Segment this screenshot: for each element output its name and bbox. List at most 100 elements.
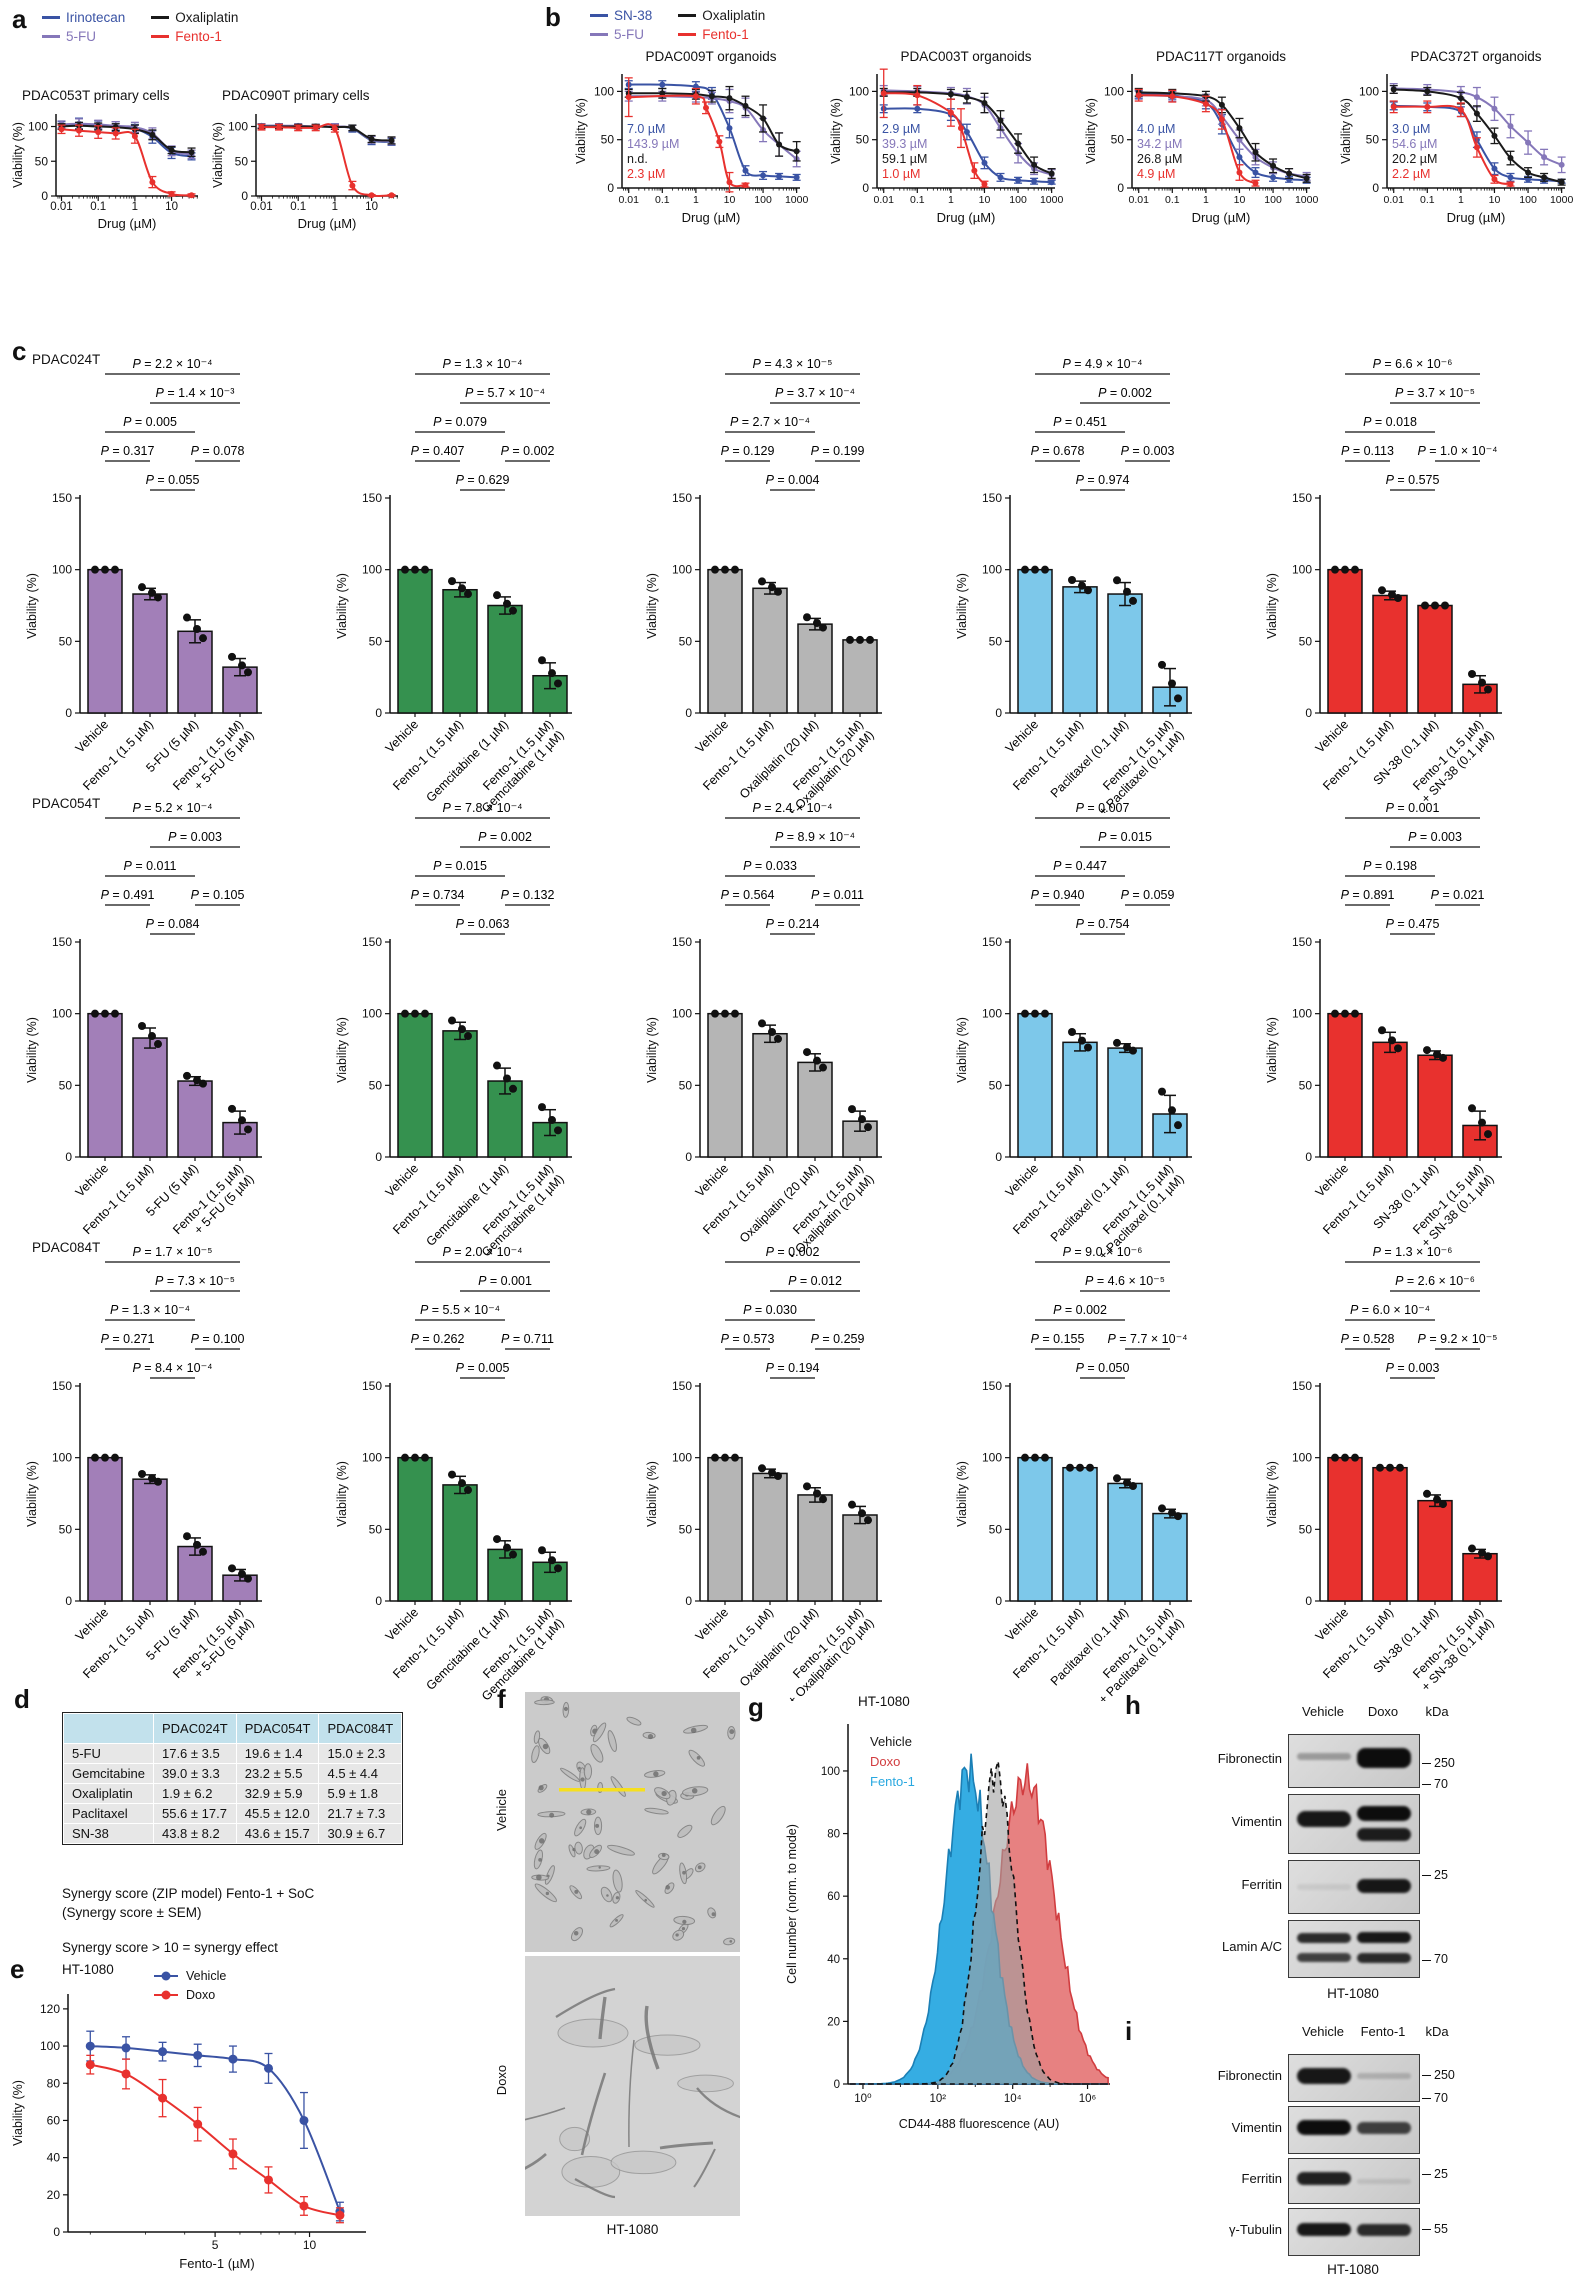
data-point — [1388, 590, 1396, 599]
x-tick-label: 0.01 — [1128, 194, 1149, 206]
bar — [1417, 1054, 1453, 1158]
legend-label: 5-FU — [66, 29, 96, 44]
data-point — [758, 1464, 766, 1473]
p-value: P = 2.0 × 10⁻⁴ — [442, 1245, 522, 1259]
y-tick-label: 0 — [995, 1150, 1002, 1164]
ic50-value: 54.6 µM — [1392, 137, 1437, 151]
cell — [534, 1699, 555, 1706]
p-value: P = 3.7 × 10⁻⁵ — [1395, 386, 1475, 400]
data-point — [981, 159, 988, 166]
data-point — [1048, 179, 1055, 186]
y-tick-label: 50 — [679, 1078, 693, 1092]
chart-title: HT-1080 — [62, 1962, 114, 1977]
data-point — [193, 2119, 203, 2129]
p-value: P = 0.063 — [456, 917, 510, 931]
ic50-value: 59.1 µM — [882, 152, 927, 166]
bar-chart-pdac054t-5fu: PDAC054T P = 5.2 × 10⁻⁴ P = 0.003 P = 0.011… — [10, 792, 310, 1262]
data-point — [1068, 1028, 1076, 1037]
p-value: P = 0.528 — [1341, 1332, 1395, 1346]
y-tick-label: 0 — [375, 1594, 382, 1608]
x-tick-label: 0.1 — [90, 201, 106, 213]
line-chart-e: 0 20 40 60 80 100 120 5 10 Fento-1 (µM) Viability … — [11, 1962, 366, 2271]
data-point — [464, 1486, 472, 1495]
x-tick-label: 10 — [303, 2238, 317, 2252]
p-value: P = 0.002 — [1053, 1303, 1107, 1317]
data-point — [538, 1103, 546, 1112]
p-value: P = 3.7 × 10⁻⁴ — [775, 386, 855, 400]
bar-chart-pdac024t-gemcitabine: P = 1.3 × 10⁻⁴ P = 5.7 × 10⁻⁴ P = 0.079 P =… — [320, 348, 620, 823]
bar-chart-pdac024t-5fu: PDAC024T P = 2.2 × 10⁻⁴ P = 1.4 × 10⁻³ P = … — [10, 348, 310, 818]
p-value: P = 0.002 — [501, 444, 555, 458]
data-point — [1558, 179, 1565, 186]
data-point — [721, 565, 729, 574]
table-column-header: PDAC084T — [318, 1713, 403, 1744]
bar-chart-c32: P = 2.0 × 10⁻⁴ P = 0.001 P = 5.5 × 10⁻⁴ P =… — [335, 1245, 572, 1711]
panel-a-label: a — [12, 4, 27, 34]
data-point — [464, 590, 472, 599]
data-point — [1129, 1482, 1137, 1491]
x-tick-label: 10⁶ — [1079, 2093, 1097, 2105]
y-axis-title: Viability (%) — [1084, 98, 1098, 164]
western-blot-doxo: Vehicle Doxo kDa Fibronectin 250 Vimentin 70 Fe… — [1140, 1698, 1540, 2014]
data-point — [554, 1126, 562, 1135]
data-point — [758, 577, 766, 586]
bar-chart-c31: PDAC084T P = 1.7 × 10⁻⁵ P = 7.3 × 10⁻⁵ P = … — [25, 1240, 262, 1681]
micrograph-caption: HT-1080 — [606, 2222, 659, 2237]
protein-label: Vimentin — [1231, 1814, 1282, 1829]
legend-label: Vehicle — [186, 1969, 226, 1983]
bar — [842, 639, 878, 714]
bar — [707, 568, 743, 714]
data-point — [1351, 1453, 1359, 1462]
data-point — [411, 1009, 419, 1018]
data-point — [997, 174, 1004, 181]
data-point — [548, 1556, 556, 1565]
y-tick-label: 50 — [369, 634, 383, 648]
y-axis-title: Viability (%) — [574, 98, 588, 164]
blot-band — [1297, 1953, 1351, 1963]
p-value: P = 9.2 × 10⁻⁵ — [1418, 1332, 1498, 1346]
legend-item: 5-FU — [42, 29, 125, 44]
synergy-table-wrap: PDAC024T PDAC054T PDAC084T 5-FU 17.6 ± 3.5 19… — [62, 1712, 404, 1845]
data-point — [774, 587, 782, 596]
y-tick-label: 150 — [982, 935, 1002, 949]
bar — [1107, 1482, 1143, 1602]
data-point — [774, 1034, 782, 1043]
ic50-value: 2.9 µM — [882, 122, 920, 136]
data-point — [856, 635, 864, 644]
data-point — [368, 136, 375, 143]
series-Fento-1 — [61, 128, 192, 197]
p-value: P = 1.4 × 10⁻³ — [156, 386, 235, 400]
data-point — [411, 565, 419, 574]
x-tick-label: 1000 — [1550, 194, 1574, 206]
data-point — [819, 623, 827, 632]
bar — [752, 1032, 788, 1158]
data-point — [509, 606, 517, 615]
data-point — [58, 126, 65, 133]
blot-band — [1357, 1748, 1411, 1769]
panel-g-label: g — [748, 1692, 764, 1722]
p-value: P = 0.491 — [101, 888, 155, 902]
p-value: P = 0.011 — [124, 859, 177, 873]
data-point — [1351, 565, 1359, 574]
p-value: P = 0.001 — [1386, 801, 1440, 815]
y-tick-label: 50 — [989, 634, 1003, 648]
x-tick-label: 10 — [1234, 194, 1246, 206]
data-point — [997, 117, 1004, 124]
bar — [797, 1494, 833, 1602]
data-point — [458, 1025, 466, 1034]
cell — [555, 1987, 616, 2018]
cell — [586, 1865, 611, 1872]
data-point — [85, 2060, 95, 2070]
micrograph-image — [460, 1956, 750, 2216]
y-tick-label: 50 — [989, 1078, 1003, 1092]
table-row-header: Gemcitabine — [63, 1763, 154, 1784]
data-point — [708, 93, 715, 100]
data-point — [131, 133, 138, 140]
p-value: P = 0.891 — [1341, 888, 1395, 902]
x-tick-label: 1 — [332, 201, 338, 213]
bar-chart-c22: P = 7.8 × 10⁻⁴ P = 0.002 P = 0.015 P = 0.73… — [335, 801, 572, 1267]
data-point — [1390, 86, 1397, 93]
y-tick-label: 0 — [685, 706, 692, 720]
data-point — [228, 1104, 236, 1113]
y-axis-title: Viability (%) — [645, 573, 659, 639]
